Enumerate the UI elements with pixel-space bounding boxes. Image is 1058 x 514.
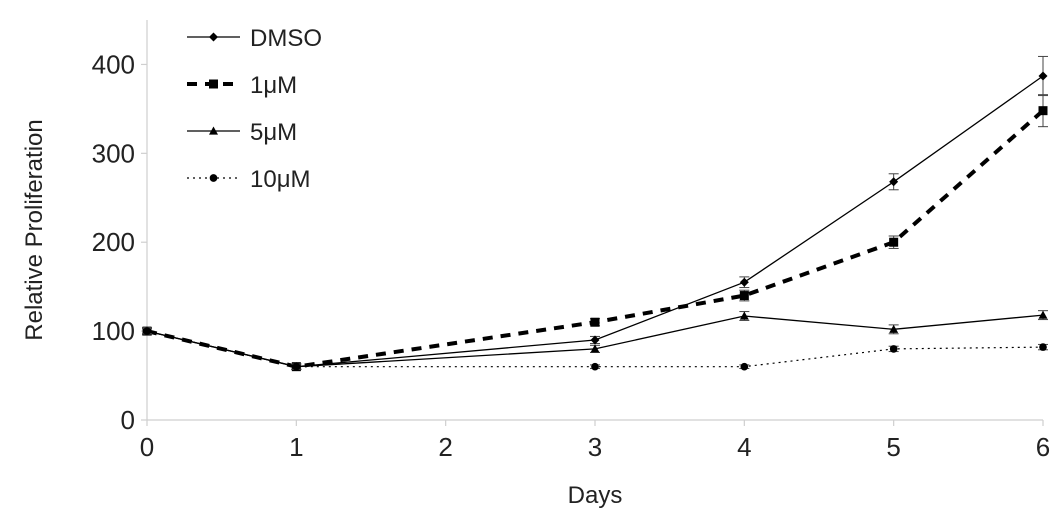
data-point	[889, 324, 899, 333]
x-axis-label: Days	[568, 482, 623, 509]
series-10-m	[142, 327, 1048, 371]
x-tick-label: 1	[289, 432, 303, 462]
data-point	[1039, 343, 1047, 351]
data-point	[1038, 106, 1048, 116]
data-point	[739, 277, 749, 287]
y-axis-label: Relative Proliferation	[21, 119, 48, 340]
data-point	[889, 345, 898, 353]
x-tick-label: 6	[1036, 432, 1050, 462]
data-point	[740, 362, 749, 371]
data-point	[739, 291, 749, 301]
legend-item: 1μM	[187, 72, 297, 99]
data-point	[591, 362, 599, 371]
y-tick-label: 400	[92, 49, 135, 79]
data-point	[889, 177, 899, 187]
data-point	[590, 317, 600, 327]
data-point	[739, 311, 749, 320]
series-layer	[142, 55, 1048, 372]
chart-legend: DMSO 1μM 5μM 10μM	[187, 25, 322, 193]
data-point	[209, 126, 218, 135]
y-axis-ticks: 0 100 200 300 400	[92, 49, 147, 435]
data-point	[209, 79, 218, 89]
data-point	[209, 32, 218, 42]
legend-item: 10μM	[187, 166, 311, 193]
data-point	[292, 362, 301, 371]
data-point	[209, 174, 218, 182]
y-tick-label: 100	[92, 316, 135, 346]
data-point	[590, 344, 600, 353]
data-point	[1038, 71, 1048, 81]
x-tick-label: 3	[588, 432, 602, 462]
y-tick-label: 300	[92, 138, 135, 168]
y-tick-label: 0	[121, 405, 135, 435]
data-point	[1038, 310, 1048, 319]
legend-label: 10μM	[250, 166, 311, 193]
x-tick-label: 5	[886, 432, 900, 462]
x-tick-label: 2	[438, 432, 452, 462]
data-point	[143, 327, 151, 335]
legend-item: 5μM	[187, 119, 297, 146]
legend-label: 1μM	[250, 72, 297, 99]
x-tick-label: 0	[140, 432, 154, 462]
x-axis-ticks: 0 1 2 3 4 5 6	[140, 420, 1050, 462]
legend-item: DMSO	[187, 25, 322, 52]
legend-label: DMSO	[250, 25, 322, 52]
data-point	[590, 335, 600, 345]
y-tick-label: 200	[92, 227, 135, 257]
series-line	[146, 330, 1044, 368]
legend-label: 5μM	[250, 119, 297, 146]
x-tick-label: 4	[737, 432, 751, 462]
data-point	[889, 237, 899, 247]
